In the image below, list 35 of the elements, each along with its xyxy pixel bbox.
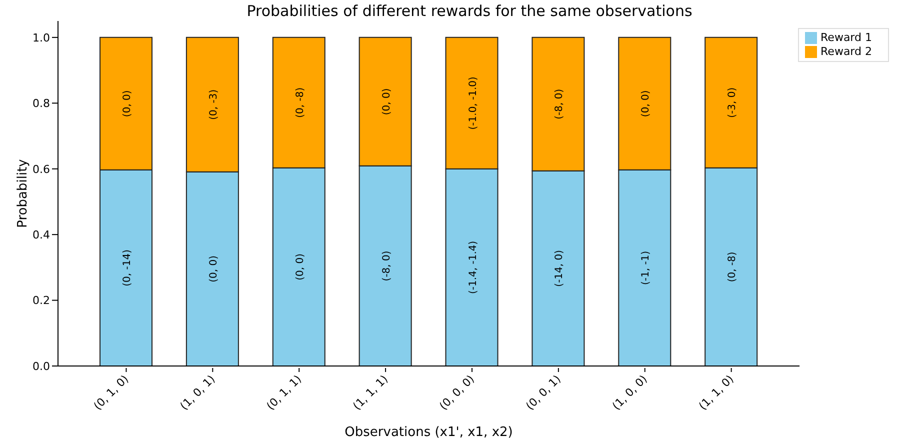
y-tick-label: 0.2: [32, 294, 50, 308]
data-label: (0, 0): [208, 255, 220, 282]
y-axis-title: Probability: [16, 158, 31, 228]
y-tick-label: 0.4: [32, 228, 50, 242]
data-label: (0, 0): [640, 90, 652, 118]
data-label: (0, -3): [208, 89, 220, 120]
data-label: (-8, 0): [554, 88, 566, 120]
data-label: (0, 0): [294, 253, 306, 280]
legend-label: Reward 2: [820, 45, 872, 58]
y-tick-label: 0.0: [32, 360, 50, 373]
data-label: (0, -8): [727, 252, 738, 282]
x-tick-label: (1, 0, 1): [178, 372, 218, 413]
y-tick-label: 1.0: [32, 31, 50, 44]
x-tick-label: (1, 1, 1): [350, 372, 390, 413]
data-label: (-1.0, -1.0): [468, 76, 479, 130]
x-tick-label: (0, 1, 0): [91, 372, 132, 413]
x-tick-label: (0, 0, 0): [436, 372, 477, 413]
data-label: (-14, 0): [554, 250, 566, 287]
data-label: (0, 0): [381, 88, 392, 116]
x-tick-label: (0, 0, 1): [523, 372, 564, 413]
data-label: (-3, 0): [727, 87, 738, 118]
data-label: (-1.4, -1.4): [468, 240, 479, 294]
x-tick-label: (0, 1, 1): [264, 372, 304, 413]
x-tick-label: (1, 1, 0): [696, 372, 736, 413]
chart-title: Probabilities of different rewards for the same observations: [246, 2, 694, 20]
x-axis-title: Observations (x1', x1, x2): [344, 425, 513, 440]
legend-label: Reward 1: [820, 31, 872, 44]
data-label: (-1, -1): [640, 250, 652, 285]
y-tick-label: 0.6: [32, 162, 50, 176]
data-label: (0, -8): [294, 87, 306, 118]
data-label: (0, -14): [122, 249, 133, 286]
y-tick-label: 0.8: [32, 97, 50, 110]
x-tick-label: (1, 0, 0): [610, 372, 650, 413]
data-label: (-8, 0): [381, 250, 392, 282]
data-label: (0, 0): [122, 90, 133, 118]
